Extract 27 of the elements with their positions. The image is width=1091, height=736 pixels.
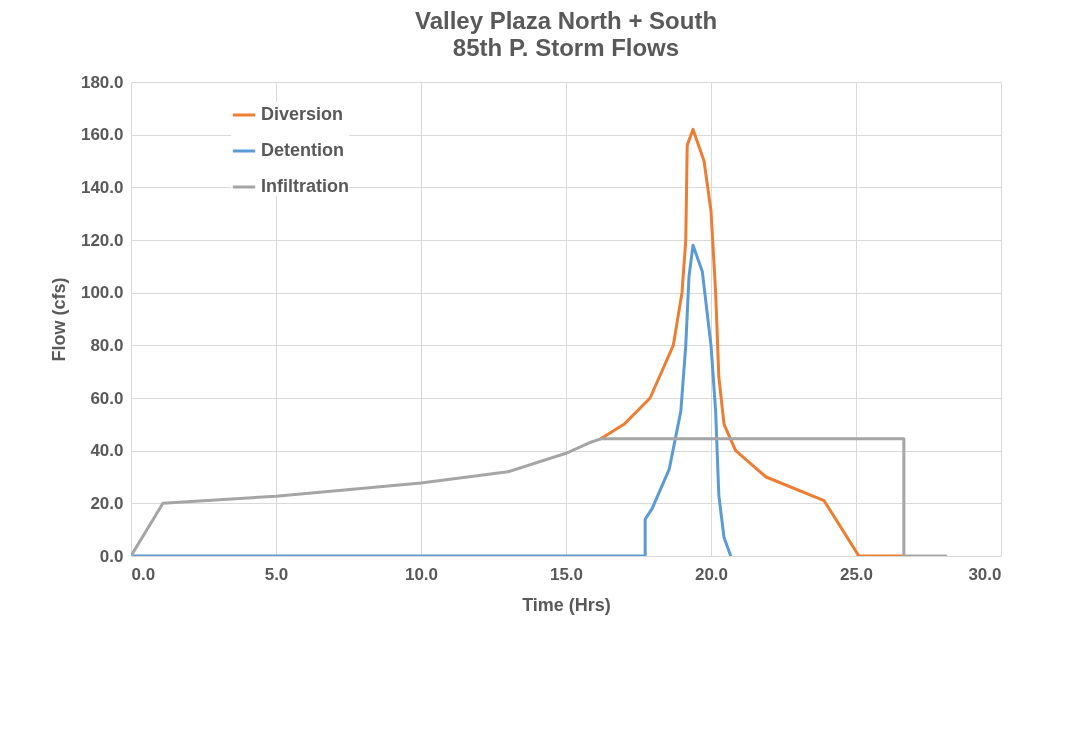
y-tick-label: 160.0 xyxy=(80,125,124,145)
y-tick-label: 20.0 xyxy=(90,493,124,513)
y-tick-label: 100.0 xyxy=(80,283,124,303)
x-tick-label: 15.0 xyxy=(549,564,584,584)
x-tick-label: 30.0 xyxy=(968,564,1002,584)
x-tick-label: 0.0 xyxy=(131,564,156,584)
y-tick-label: 60.0 xyxy=(90,388,124,408)
y-tick-label: 120.0 xyxy=(80,230,124,250)
y-tick-label: 80.0 xyxy=(90,335,124,355)
chart-subtitle: 85th P. Storm Flows xyxy=(452,34,680,61)
legend-label: Diversion xyxy=(261,104,344,124)
x-tick-label: 25.0 xyxy=(839,564,874,584)
line-series xyxy=(131,243,733,556)
y-tick-label: 0.0 xyxy=(99,546,124,566)
legend-label: Infiltration xyxy=(261,176,349,196)
x-tick-label: 5.0 xyxy=(264,564,289,584)
chart-title: Valley Plaza North + South xyxy=(414,7,718,34)
x-tick-label: 20.0 xyxy=(694,564,729,584)
line-series xyxy=(131,437,948,556)
y-tick-label: 140.0 xyxy=(80,177,124,197)
x-tick-label: 10.0 xyxy=(404,564,439,584)
legend-label: Detention xyxy=(261,140,344,160)
y-axis-title: Flow (cfs) xyxy=(48,277,69,362)
y-tick-label: 40.0 xyxy=(90,441,124,461)
line-series xyxy=(599,127,904,556)
y-tick-label: 180.0 xyxy=(80,72,124,92)
x-axis-title: Time (Hrs) xyxy=(522,594,611,615)
